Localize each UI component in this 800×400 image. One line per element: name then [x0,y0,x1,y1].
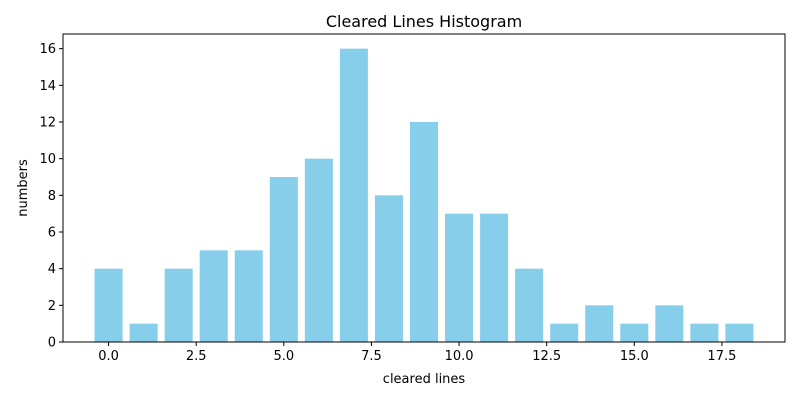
bar-15 [620,323,649,342]
y-tick-label: 10 [39,152,56,167]
bar-9 [409,122,439,342]
y-tick-label: 8 [48,189,56,204]
x-tick-label: 0.0 [98,349,119,364]
y-tick-label: 4 [48,262,56,277]
bars-layer [94,48,754,343]
bar-13 [550,323,579,342]
y-tick-label: 2 [48,299,56,314]
bar-10 [445,213,474,342]
x-axis-title: cleared lines [383,372,466,387]
bar-11 [480,213,509,342]
bar-18 [725,323,754,342]
bar-8 [374,195,403,342]
x-tick-label: 5.0 [273,349,294,364]
y-tick-label: 12 [39,116,56,131]
bar-5 [269,177,298,342]
x-tick-label: 17.5 [707,349,736,364]
plot-frame [62,33,786,343]
bar-3 [199,250,228,342]
y-tick-label: 16 [39,42,56,57]
bar-1 [129,323,158,342]
y-tick-label: 14 [39,79,56,94]
bar-14 [585,305,614,342]
y-tick-label: 6 [48,226,56,241]
y-axis-title: numbers [16,159,31,217]
x-tick-label: 7.5 [361,349,382,364]
y-tick-label: 0 [48,336,56,351]
bar-12 [515,268,544,342]
bar-7 [339,48,368,343]
x-tick-label: 10.0 [445,349,474,364]
bar-4 [234,250,263,342]
chart-title: Cleared Lines Histogram [326,12,522,31]
bar-17 [690,323,719,342]
bar-0 [94,268,123,342]
x-tick-label: 2.5 [186,349,207,364]
bar-2 [164,268,193,342]
x-tick-label: 15.0 [620,349,649,364]
x-tick-label: 12.5 [532,349,561,364]
bar-6 [304,158,333,342]
axes-layer: 0.0 2.5 5.0 7.5 10.0 12.5 15.0 17.5 0 2 4 6 8 10 12 14 1… [39,33,786,364]
bar-16 [655,305,684,342]
